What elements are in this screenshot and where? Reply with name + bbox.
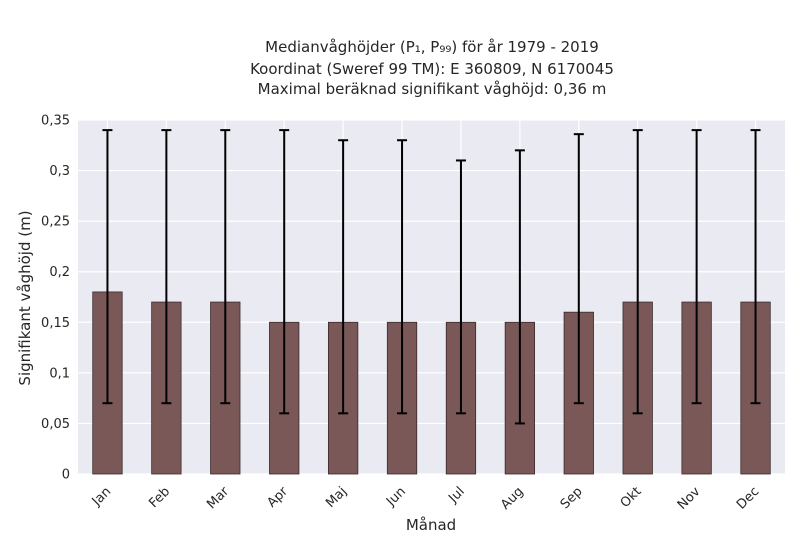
error-bar-aug <box>514 149 525 425</box>
y-tick-label: 0,15 <box>41 316 70 331</box>
error-bar-apr <box>279 129 290 415</box>
y-tick-label: 0 <box>62 468 70 483</box>
y-tick-label: 0,35 <box>41 114 70 129</box>
y-axis-label: Signifikant våghöjd (m) <box>16 210 34 385</box>
x-axis-ticks: Jan Feb Mar Apr Maj Jun Jul Aug Sep Okt Nov Dec <box>89 484 763 513</box>
error-bar-jun <box>397 139 408 415</box>
error-bar-sep <box>573 133 584 405</box>
x-tick-label: Dec <box>734 484 762 512</box>
x-tick-label: Apr <box>265 484 292 511</box>
y-tick-label: 0,25 <box>41 215 70 230</box>
x-tick-label: Jan <box>89 484 114 509</box>
x-tick-label: Jun <box>383 484 409 510</box>
y-tick-label: 0,1 <box>49 366 70 381</box>
x-tick-label: Maj <box>323 484 350 511</box>
x-tick-label: Jul <box>445 484 467 506</box>
y-tick-label: 0,05 <box>41 417 70 432</box>
chart-title-line-2: Koordinat (Sweref 99 TM): E 360809, N 61… <box>250 60 614 78</box>
chart-title-line-3: Maximal beräknad signifikant våghöjd: 0,… <box>258 80 607 98</box>
error-bar-jan <box>102 129 113 405</box>
y-axis-ticks: 0 0,05 0,1 0,15 0,2 0,25 0,3 0,35 <box>41 114 70 483</box>
error-bar-dec <box>750 129 761 405</box>
error-bar-maj <box>338 139 349 415</box>
error-bar-mar <box>220 129 231 405</box>
error-bar-nov <box>691 129 702 405</box>
error-bar-feb <box>161 129 172 405</box>
x-axis-label: Månad <box>406 516 456 534</box>
y-tick-label: 0,2 <box>49 265 70 280</box>
x-tick-label: Sep <box>558 484 586 512</box>
error-bar-jul <box>455 159 466 415</box>
x-tick-label: Mar <box>204 484 232 512</box>
error-bar-okt <box>632 129 643 415</box>
error-bars <box>102 129 761 425</box>
plot-area <box>78 120 785 474</box>
chart-title: Medianvåghöjder (P₁, P₉₉) för år 1979 - … <box>250 38 614 98</box>
chart-title-line-1: Medianvåghöjder (P₁, P₉₉) för år 1979 - … <box>265 38 599 56</box>
x-tick-label: Okt <box>618 484 645 511</box>
x-tick-label: Feb <box>146 484 173 511</box>
x-tick-label: Nov <box>675 484 704 513</box>
x-tick-label: Aug <box>498 484 527 513</box>
y-tick-label: 0,3 <box>49 164 70 179</box>
